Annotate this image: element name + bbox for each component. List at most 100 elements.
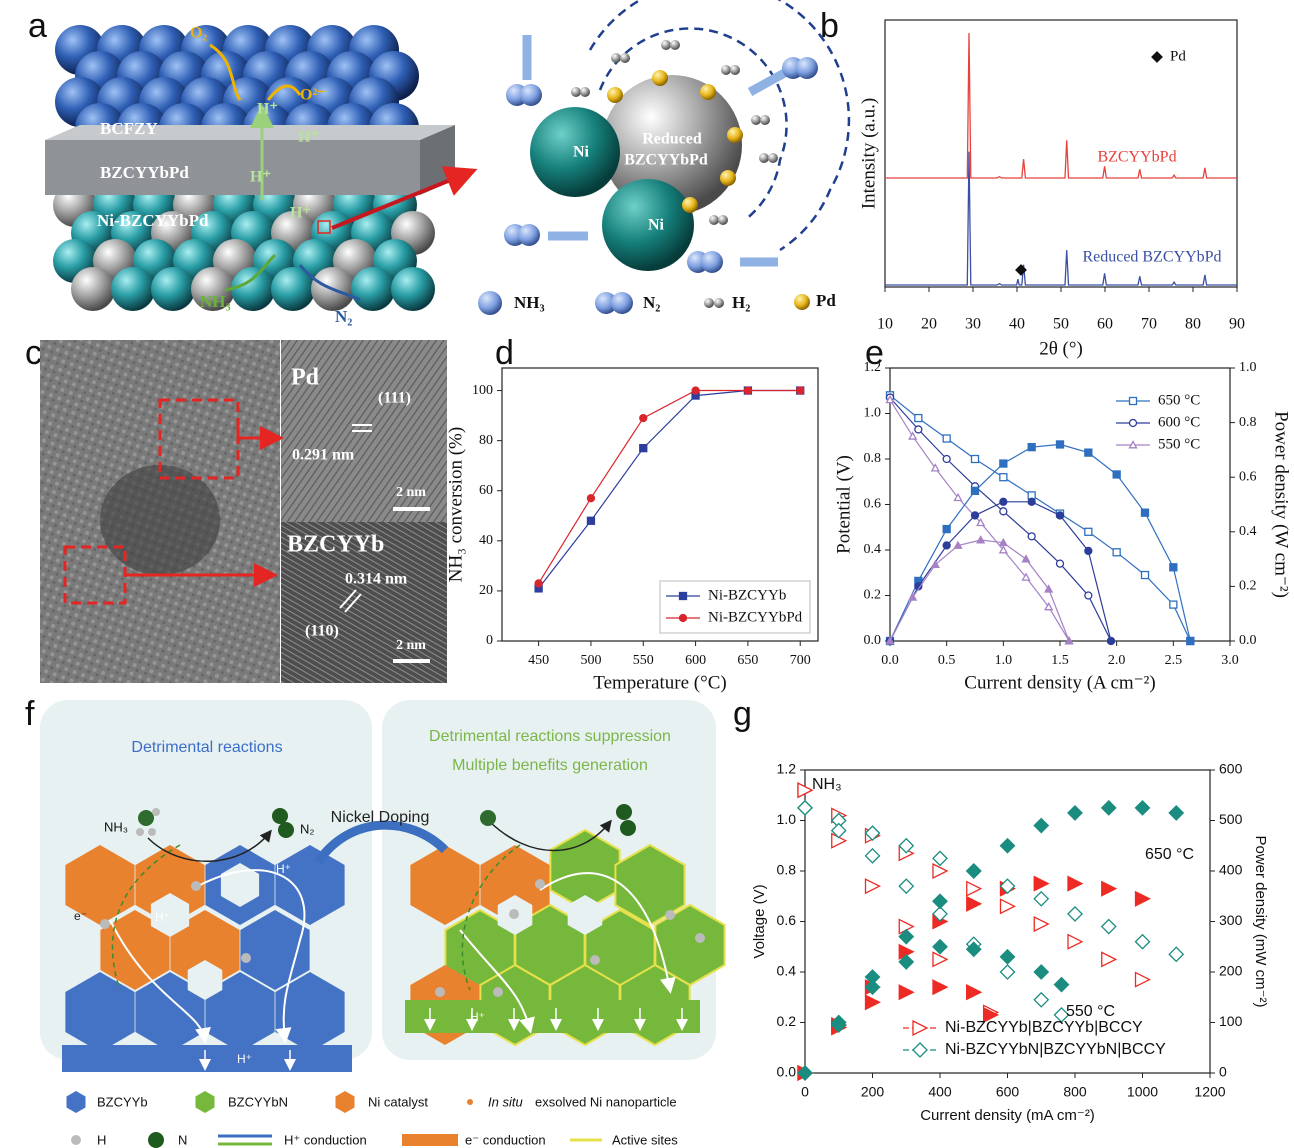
marker <box>933 940 947 954</box>
y-tick-label: 1.2 <box>864 360 882 375</box>
marker <box>899 985 913 999</box>
atom <box>493 987 503 997</box>
label: e⁻ <box>74 909 87 923</box>
series-line <box>539 391 801 589</box>
atom <box>535 879 545 889</box>
pd-particle <box>727 127 743 143</box>
marker <box>1136 935 1150 949</box>
y-tick-label: 0.6 <box>864 497 882 512</box>
marker <box>866 879 880 893</box>
label: BCFZY <box>100 119 158 138</box>
marker <box>943 526 950 533</box>
y2-axis-label: Power density (mW cm⁻²) <box>1252 835 1269 1007</box>
sphere <box>231 267 275 311</box>
hexagon <box>196 1091 215 1113</box>
marker <box>1000 474 1007 481</box>
y-tick-label: 0.8 <box>864 451 882 466</box>
marker <box>866 849 880 863</box>
pd-particle <box>682 197 698 213</box>
y-tick-label: 20 <box>479 583 493 598</box>
label: NH₃ <box>104 819 128 834</box>
pd-particle <box>652 70 668 86</box>
marker <box>1068 907 1082 921</box>
marker <box>1034 892 1048 906</box>
atom <box>191 881 201 891</box>
pd-particle <box>607 87 623 103</box>
label: 2 nm <box>396 485 426 500</box>
legend-icon <box>71 1135 81 1145</box>
h-atom <box>751 115 761 125</box>
figure: abcdefgBCFZYBZCYYbPdNi-BZCYYbPdO₂O²⁻H⁺H⁺… <box>0 0 1294 1148</box>
legend-marker <box>913 1021 927 1035</box>
y-tick-label: 0.0 <box>777 1064 797 1080</box>
x-tick-label: 70 <box>1141 316 1157 333</box>
electrolyte-bar <box>62 1045 352 1072</box>
label: Ni catalyst <box>368 1094 428 1109</box>
y-tick-label: 0.2 <box>777 1013 797 1029</box>
legend-label: 600 °C <box>1158 414 1200 430</box>
plot-frame <box>890 368 1230 641</box>
label: Pd <box>291 365 320 391</box>
label: O²⁻ <box>300 87 326 104</box>
x-tick-label: 0.5 <box>938 653 956 668</box>
marker <box>535 580 542 587</box>
label: BZCYYbN <box>228 1094 288 1109</box>
marker <box>972 512 979 519</box>
label: Detrimental reactions suppression <box>429 728 671 745</box>
x-tick-label: 2.5 <box>1165 653 1183 668</box>
marker <box>587 495 594 502</box>
label: e⁻ conduction <box>465 1132 546 1147</box>
panel-letter: g <box>733 695 752 733</box>
atom <box>435 987 445 997</box>
label: H⁺ <box>290 205 311 222</box>
marker <box>933 851 947 865</box>
panel-c: Pd(111)0.291 nm2 nmBZCYYb0.314 nm(110)2 … <box>40 340 447 683</box>
atom <box>590 955 600 965</box>
marker <box>1068 935 1082 949</box>
annotation: Pd <box>1170 48 1186 64</box>
label: H⁺ <box>276 862 291 876</box>
legend-marker <box>913 1043 927 1057</box>
sphere <box>391 267 435 311</box>
label: 0.291 nm <box>292 447 355 464</box>
sphere <box>71 267 115 311</box>
label: Ni-BZCYYbPd <box>97 211 209 230</box>
x-tick-label: 450 <box>528 653 549 668</box>
atom <box>148 828 156 836</box>
panel-a: BCFZYBZCYYbPdNi-BZCYYbPdO₂O²⁻H⁺H⁺H⁺H⁺NH₃… <box>45 0 849 326</box>
marker <box>1136 801 1150 815</box>
marker <box>915 415 922 422</box>
h-atom <box>709 215 719 225</box>
label: H⁺ <box>470 1010 485 1024</box>
h-atom <box>580 87 590 97</box>
x-tick-label: 30 <box>965 316 981 333</box>
marker <box>1057 512 1064 519</box>
h-atom <box>768 153 778 163</box>
label: 2 nm <box>396 638 426 653</box>
label: NH₃ <box>514 293 545 312</box>
marker <box>1068 806 1082 820</box>
label: H⁺ <box>155 910 170 924</box>
chart: 450500550600650700020406080100Temperatur… <box>445 368 818 693</box>
sphere <box>151 267 195 311</box>
atom <box>241 953 251 963</box>
label: Detrimental reactions <box>131 739 282 756</box>
x-tick-label: 0 <box>801 1084 809 1100</box>
panel-letter: c <box>25 334 42 372</box>
panel-letter: f <box>25 695 35 733</box>
marker <box>797 387 804 394</box>
atom <box>695 933 705 943</box>
label: Pd <box>816 291 836 310</box>
legend-icon <box>402 1134 458 1146</box>
chart: 0200400600800100012000.00.20.40.60.81.01… <box>751 761 1269 1124</box>
label: O₂ <box>190 25 207 42</box>
marker <box>587 517 594 524</box>
marker <box>1028 533 1035 540</box>
marker <box>1000 460 1007 467</box>
x-tick-label: 3.0 <box>1221 653 1239 668</box>
x-tick-label: 90 <box>1229 316 1245 333</box>
y-tick-label: 0.0 <box>864 633 882 648</box>
marker <box>1034 965 1048 979</box>
marker <box>1102 920 1116 934</box>
pd-particle <box>720 170 736 186</box>
